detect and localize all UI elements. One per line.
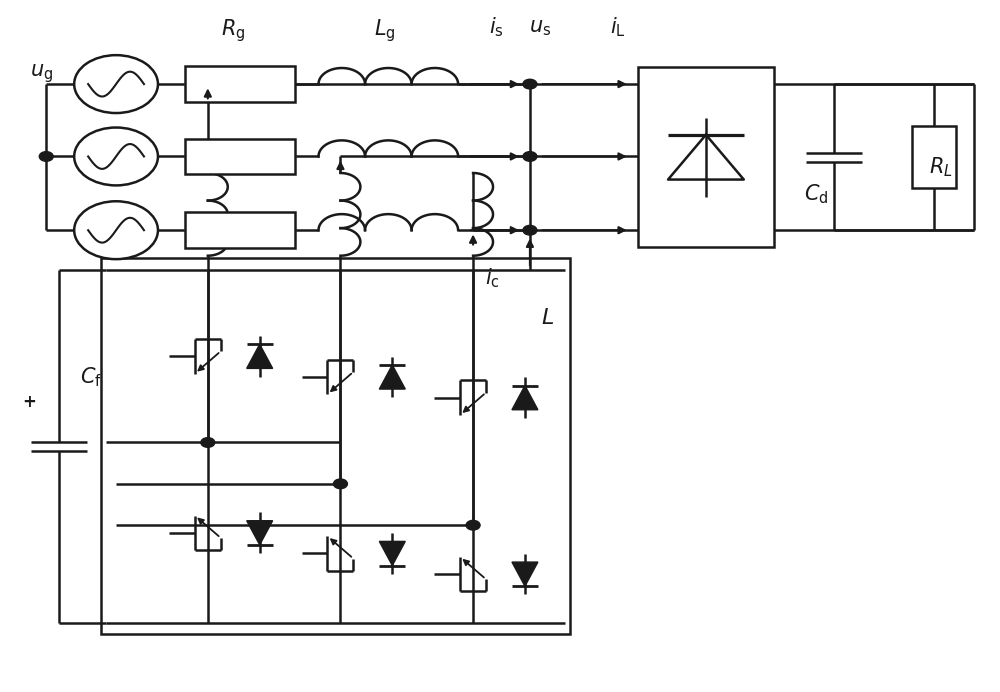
Polygon shape — [379, 541, 405, 565]
Text: $R_L$: $R_L$ — [929, 155, 953, 179]
Circle shape — [74, 127, 158, 185]
Text: +: + — [22, 393, 36, 411]
Circle shape — [523, 152, 537, 161]
Text: $R_{\rm g}$: $R_{\rm g}$ — [221, 17, 245, 44]
Polygon shape — [247, 345, 273, 368]
Polygon shape — [512, 562, 538, 586]
Text: $C_{\rm d}$: $C_{\rm d}$ — [804, 183, 828, 206]
Polygon shape — [512, 385, 538, 410]
Bar — [185, 212, 295, 248]
Bar — [638, 67, 774, 248]
Bar — [185, 66, 295, 102]
Text: $i_{\rm s}$: $i_{\rm s}$ — [489, 16, 503, 39]
Circle shape — [74, 55, 158, 113]
Text: $u_{\rm g}$: $u_{\rm g}$ — [30, 62, 53, 85]
Circle shape — [201, 437, 215, 447]
Circle shape — [466, 520, 480, 530]
Circle shape — [39, 152, 53, 161]
Bar — [185, 138, 295, 174]
Text: $i_{\rm c}$: $i_{\rm c}$ — [485, 266, 499, 290]
Polygon shape — [247, 520, 273, 545]
Text: $L$: $L$ — [541, 307, 554, 329]
Bar — [912, 126, 956, 188]
Circle shape — [333, 479, 347, 489]
Text: $u_{\rm s}$: $u_{\rm s}$ — [529, 17, 551, 37]
Circle shape — [523, 80, 537, 89]
Text: $C_{\rm f}$: $C_{\rm f}$ — [80, 365, 102, 389]
Circle shape — [74, 201, 158, 260]
Circle shape — [523, 226, 537, 235]
Text: $i_{\rm L}$: $i_{\rm L}$ — [610, 16, 626, 39]
Text: $L_{\rm g}$: $L_{\rm g}$ — [374, 17, 395, 44]
Polygon shape — [379, 365, 405, 389]
Bar — [101, 258, 570, 634]
